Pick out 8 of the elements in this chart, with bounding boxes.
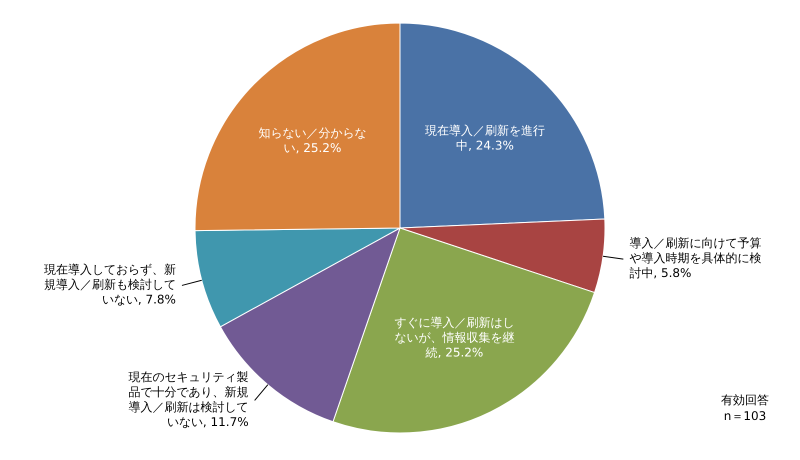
slice-label: 現在導入しておらず、新規導入／刷新も検討していない, 7.8% [44,262,176,307]
text: n＝103 [724,409,766,423]
slice-label: 導入／刷新に向けて予算や導入時期を具体的に検討中, 5.8% [629,236,762,280]
text: 有効回答 [721,393,769,407]
slice-label: 現在のセキュリティ製品で十分であり、新規導入／刷新は検討していない, 11.7% [128,370,249,430]
slice-label: 現在導入／刷新を進行中, 24.3% [425,124,546,153]
slice-label: すぐに導入／刷新はしないが、情報収集を継続, 25.2% [394,316,514,360]
slice-label: 知らない／分からない, 25.2% [258,126,366,156]
